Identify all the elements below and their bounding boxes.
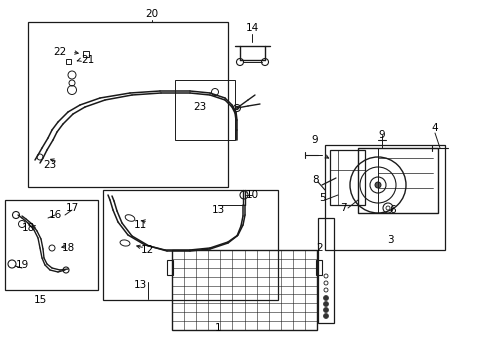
Bar [172, 250, 316, 330]
Bar [357, 148, 437, 213]
Text: 21: 21 [81, 55, 95, 65]
Text: 6: 6 [389, 205, 395, 215]
Text: 5: 5 [319, 193, 325, 203]
Text: 20: 20 [145, 9, 158, 19]
Text: 15: 15 [33, 295, 46, 305]
Circle shape [323, 296, 328, 301]
Text: 22: 22 [53, 47, 66, 57]
Bar [317, 218, 333, 323]
Bar [167, 260, 173, 275]
Bar [315, 260, 321, 275]
Text: 13: 13 [211, 205, 224, 215]
Text: 19: 19 [15, 260, 29, 270]
Bar [66, 59, 71, 64]
Text: 13: 13 [133, 280, 146, 290]
Text: 8: 8 [312, 175, 319, 185]
Text: 18: 18 [61, 243, 75, 253]
Circle shape [323, 302, 328, 306]
Bar [5, 200, 98, 290]
Text: 23: 23 [43, 160, 57, 170]
Text: 17: 17 [65, 203, 79, 213]
Text: 14: 14 [245, 23, 258, 33]
Text: 9: 9 [378, 130, 385, 140]
Circle shape [323, 314, 328, 319]
Circle shape [323, 307, 328, 312]
Text: 11: 11 [133, 220, 146, 230]
Bar [329, 150, 364, 205]
Circle shape [235, 107, 238, 109]
Text: 2: 2 [316, 243, 323, 253]
Text: 18: 18 [21, 223, 35, 233]
Text: 23: 23 [193, 102, 206, 112]
Circle shape [374, 182, 380, 188]
Text: 16: 16 [48, 210, 61, 220]
Text: 4: 4 [431, 123, 437, 133]
Bar [175, 80, 235, 140]
Bar [103, 190, 278, 300]
Text: 10: 10 [245, 190, 258, 200]
Text: 3: 3 [386, 235, 392, 245]
Bar [28, 22, 227, 187]
Text: 12: 12 [140, 245, 153, 255]
Bar [83, 51, 89, 57]
Text: 7: 7 [339, 203, 346, 213]
Text: 9: 9 [311, 135, 318, 145]
Text: 1: 1 [214, 323, 221, 333]
Bar [325, 145, 444, 250]
